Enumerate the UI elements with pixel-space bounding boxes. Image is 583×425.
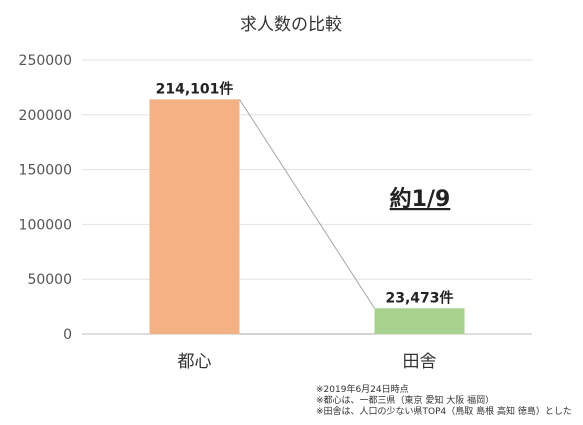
ratio-annotation: 約1/9 (390, 186, 451, 212)
connector-top (239, 99, 375, 309)
bar-2 (374, 308, 465, 334)
x-category-label: 田舎 (403, 352, 437, 372)
bars (149, 99, 465, 334)
data-label: 214,101件 (156, 80, 234, 97)
y-tick-label: 150000 (19, 163, 72, 179)
footnote-rural: ※田舎は、人口の少ない県TOP4（鳥取 島根 高知 徳島）とした (316, 407, 572, 417)
footnote-date: ※2019年6月24日時点 (316, 385, 409, 395)
y-tick-label: 200000 (19, 108, 72, 124)
x-axis: 都心 田舎 (178, 352, 437, 372)
y-tick-label: 250000 (19, 53, 72, 69)
footnotes: ※2019年6月24日時点 ※都心は、一都三県（東京 愛知 大阪 福岡） ※田舎… (316, 385, 572, 418)
bar-1 (149, 99, 240, 334)
x-category-label: 都心 (178, 352, 212, 372)
data-labels: 214,101件 23,473件 (156, 80, 454, 306)
data-label: 23,473件 (385, 289, 453, 306)
comparison-connector (239, 99, 375, 335)
y-tick-label: 50000 (27, 272, 72, 288)
y-tick-label: 100000 (19, 217, 72, 233)
chart-title: 求人数の比較 (240, 15, 342, 35)
footnote-urban: ※都心は、一都三県（東京 愛知 大阪 福岡） (316, 396, 495, 406)
y-tick-label: 0 (63, 327, 72, 343)
y-axis: 0 50000 100000 150000 200000 250000 (19, 53, 72, 343)
